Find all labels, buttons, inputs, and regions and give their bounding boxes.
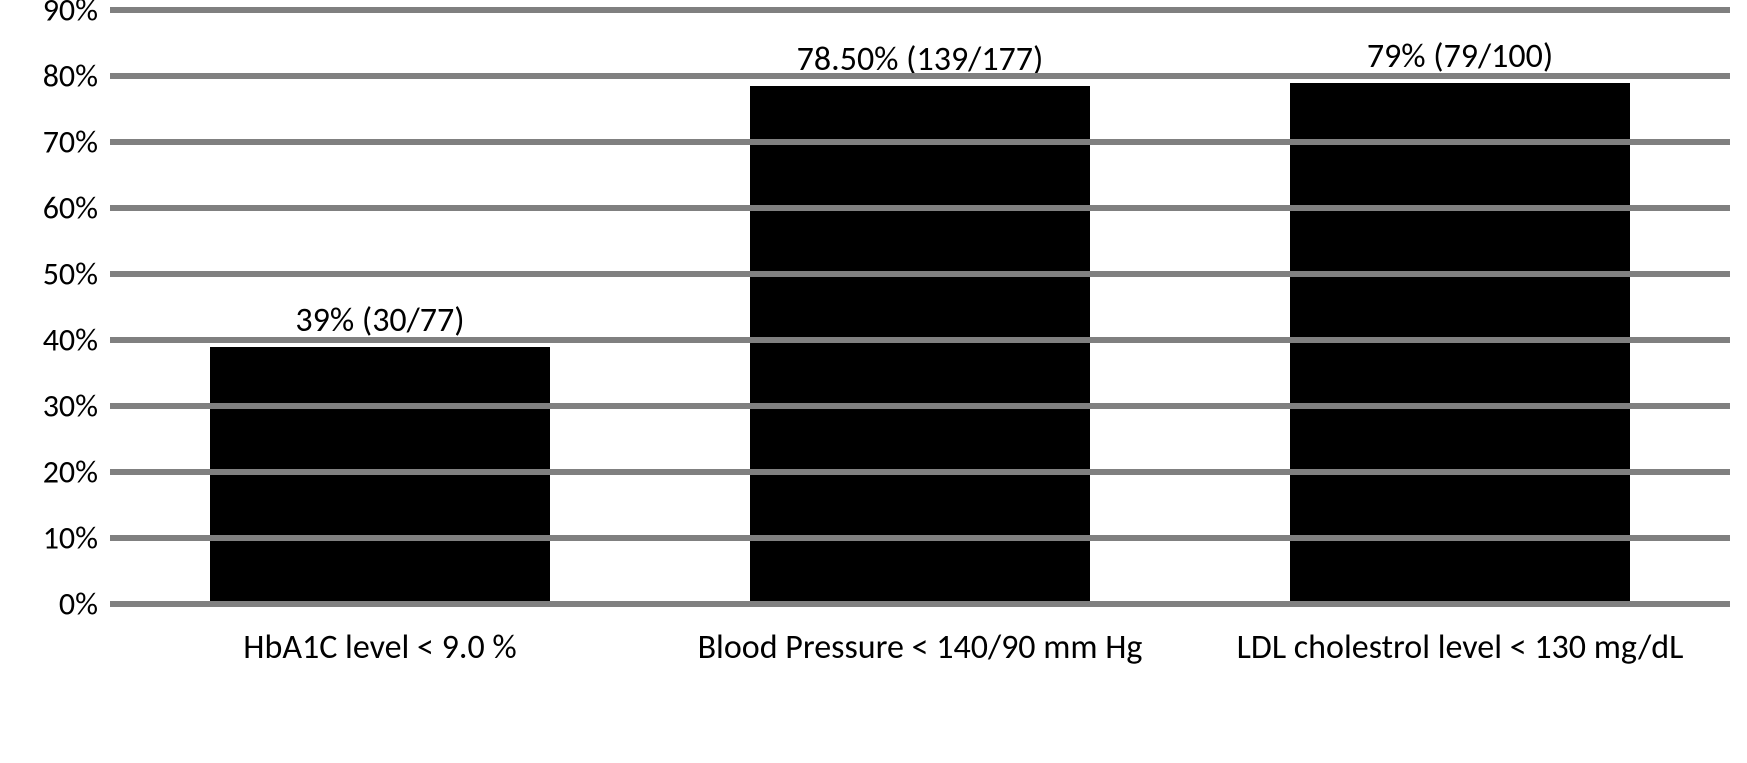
- gridline: [110, 271, 1730, 277]
- bar-chart: 39% (30/77)78.50% (139/177)79% (79/100) …: [0, 0, 1747, 763]
- category-label: Blood Pressure < 140/90 mm Hg: [660, 628, 1180, 669]
- gridline: [110, 469, 1730, 475]
- ytick-label: 0%: [59, 585, 110, 624]
- category-label: HbA1C level < 9.0 %: [120, 628, 640, 669]
- bar: [750, 86, 1090, 604]
- ytick-label: 70%: [43, 123, 110, 162]
- ytick-label: 60%: [43, 189, 110, 228]
- bars-layer: 39% (30/77)78.50% (139/177)79% (79/100): [110, 10, 1730, 604]
- gridline: [110, 337, 1730, 343]
- ytick-label: 20%: [43, 453, 110, 492]
- bar-value-label: 39% (30/77): [295, 300, 464, 341]
- axis-baseline: [110, 601, 1730, 607]
- category-label: LDL cholestrol level < 130 mg/dL: [1200, 628, 1720, 669]
- gridline: [110, 403, 1730, 409]
- bar: [1290, 83, 1630, 604]
- gridline: [110, 7, 1730, 13]
- gridline: [110, 535, 1730, 541]
- ytick-label: 90%: [43, 0, 110, 30]
- gridline: [110, 139, 1730, 145]
- ytick-label: 30%: [43, 387, 110, 426]
- plot-area: 39% (30/77)78.50% (139/177)79% (79/100) …: [110, 10, 1730, 604]
- gridline: [110, 205, 1730, 211]
- gridline: [110, 73, 1730, 79]
- bar-value-label: 79% (79/100): [1367, 36, 1553, 77]
- ytick-label: 50%: [43, 255, 110, 294]
- ytick-label: 40%: [43, 321, 110, 360]
- bar: [210, 347, 550, 604]
- ytick-label: 10%: [43, 519, 110, 558]
- ytick-label: 80%: [43, 57, 110, 96]
